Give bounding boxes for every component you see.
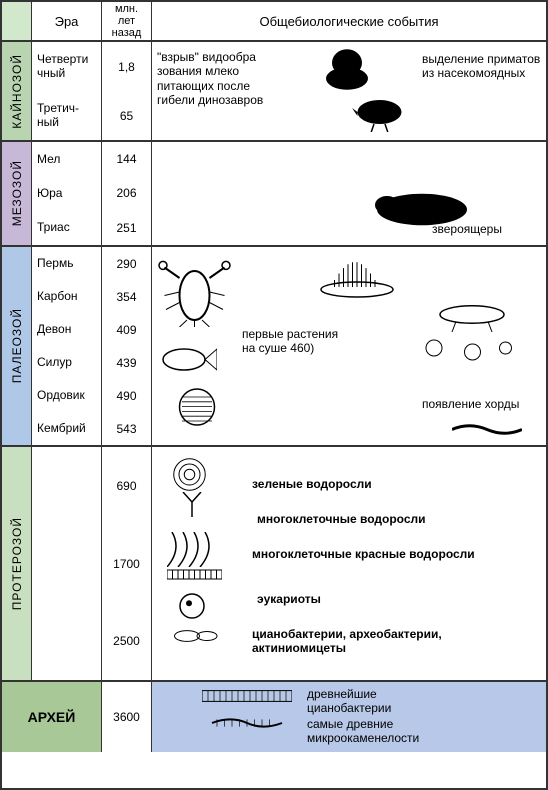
event-text: древнейшие цианобактерии xyxy=(307,687,457,716)
era-label-gap xyxy=(2,2,32,40)
period-cell: Кембрий xyxy=(32,412,101,445)
bacteria-icon xyxy=(172,627,222,648)
era-label-text: ПАЛЕОЗОЙ xyxy=(10,308,24,383)
bird-icon xyxy=(352,92,407,135)
mya-col: 144206251 xyxy=(102,142,152,245)
period-cell: Юра xyxy=(32,176,101,210)
period-cell: Девон xyxy=(32,313,101,346)
mya-header: млн. лет назад xyxy=(102,2,152,40)
event-text: зеленые водоросли xyxy=(252,477,502,491)
periods-col: Четверти чныйТретич- ный xyxy=(32,42,102,140)
segmented-icon xyxy=(167,567,222,585)
period-cell xyxy=(32,525,101,603)
period-cell: Карбон xyxy=(32,280,101,313)
event-text: самые древние микроокаменелости xyxy=(307,717,487,746)
archean-mya-col: 3600 xyxy=(102,682,152,752)
archean-label: АРХЕЙ xyxy=(2,682,102,752)
mya-cell: 206 xyxy=(102,176,151,210)
mya-cell: 1,8 xyxy=(102,42,151,91)
period-cell: Силур xyxy=(32,346,101,379)
primate-icon xyxy=(317,47,377,95)
branch-icon xyxy=(177,492,207,520)
era-row-кайнозой: КАЙНОЗОЙ Четверти чныйТретич- ный1,865"вз… xyxy=(2,42,546,142)
mya-cell: 543 xyxy=(102,412,151,445)
era-row-мезозой: МЕЗОЗОЙМелЮраТриас144206251звероящеры xyxy=(2,142,546,247)
mya-cell: 144 xyxy=(102,142,151,176)
period-cell xyxy=(32,602,101,680)
era-label-text: МЕЗОЗОЙ xyxy=(10,160,24,226)
cell-icon xyxy=(177,592,207,623)
era-header: Эра xyxy=(32,2,102,40)
event-text: "взрыв" видообра зования млеко питающих … xyxy=(157,50,287,108)
era-row-палеозой: ПАЛЕОЗОЙ ПермьКарбонДевонСилурОрдовикКемб… xyxy=(2,247,546,447)
mya-cell: 251 xyxy=(102,211,151,245)
mya-cell: 2500 xyxy=(102,602,151,680)
eras-container: КАЙНОЗОЙ Четверти чныйТретич- ный1,865"вз… xyxy=(2,42,546,682)
era-label-text: ПРОТЕРОЗОЙ xyxy=(10,517,24,610)
mya-header-l2: лет xyxy=(118,15,135,27)
mya-cell: 354 xyxy=(102,280,151,313)
era-label: ПРОТЕРОЗОЙ xyxy=(2,447,32,680)
periods-col: ПермьКарбонДевонСилурОрдовикКембрий xyxy=(32,247,102,445)
period-cell: Четверти чный xyxy=(32,42,101,91)
filaments-icon xyxy=(167,532,222,570)
events-header: Общебиологические события xyxy=(152,2,546,40)
dimetrodon-icon xyxy=(312,252,402,305)
mya-cell: 290 xyxy=(102,247,151,280)
amphibian-icon xyxy=(432,297,512,335)
mya-cell: 490 xyxy=(102,379,151,412)
events-cell: "взрыв" видообра зования млеко питающих … xyxy=(152,42,546,140)
period-cell: Третич- ный xyxy=(32,91,101,140)
archean-mya: 3600 xyxy=(102,682,151,752)
periods-col xyxy=(32,447,102,680)
event-text: цианобактерии, археобактерии, актиниомиц… xyxy=(252,627,512,656)
lobster-icon xyxy=(157,257,232,330)
mya-col: 290354409439490543 xyxy=(102,247,152,445)
mya-cell: 409 xyxy=(102,313,151,346)
mya-header-l3: назад xyxy=(112,27,142,39)
geological-timeline-chart: Эра млн. лет назад Общебиологические соб… xyxy=(0,0,548,790)
era-label: КАЙНОЗОЙ xyxy=(2,42,32,140)
spiral-icon xyxy=(172,457,207,495)
event-text: выделение приматов из насекомоядных xyxy=(422,52,542,81)
event-text: эукариоты xyxy=(257,592,507,606)
mya-cell: 65 xyxy=(102,91,151,140)
event-text: звероящеры xyxy=(432,222,532,236)
archean-row: АРХЕЙ 3600 древнейшие цианобактериисамые… xyxy=(2,682,546,752)
event-text: многоклеточные водоросли xyxy=(257,512,507,526)
cyano-icon xyxy=(202,687,292,708)
period-cell: Пермь xyxy=(32,247,101,280)
mya-cell: 690 xyxy=(102,447,151,525)
era-label: ПАЛЕОЗОЙ xyxy=(2,247,32,445)
period-cell: Триас xyxy=(32,211,101,245)
worm-icon xyxy=(452,422,522,440)
fish1-icon xyxy=(157,342,217,380)
event-text: многоклеточные красные водоросли xyxy=(252,547,502,561)
insects-icon xyxy=(412,332,522,375)
periods-col: МелЮраТриас xyxy=(32,142,102,245)
mya-col: 1,865 xyxy=(102,42,152,140)
mya-cell: 1700 xyxy=(102,525,151,603)
period-cell xyxy=(32,447,101,525)
events-cell: первые растения на суше 460) появление хо… xyxy=(152,247,546,445)
mya-header-l1: млн. xyxy=(115,3,138,15)
mya-cell: 439 xyxy=(102,346,151,379)
archean-events: древнейшие цианобактериисамые древние ми… xyxy=(152,682,546,752)
mya-col: 69017002500 xyxy=(102,447,152,680)
events-cell: зеленые водоросли многоклеточные водоросл… xyxy=(152,447,546,680)
event-text: появление хорды xyxy=(422,397,522,411)
events-cell: звероящеры xyxy=(152,142,546,245)
period-cell: Мел xyxy=(32,142,101,176)
era-row-протерозой: ПРОТЕРОЗОЙ 69017002500 зеленые водоросли мн… xyxy=(2,447,546,682)
trilobite-icon xyxy=(172,387,222,430)
header-row: Эра млн. лет назад Общебиологические соб… xyxy=(2,2,546,42)
era-label-text: КАЙНОЗОЙ xyxy=(10,54,24,129)
period-cell: Ордовик xyxy=(32,379,101,412)
microfossil-icon xyxy=(207,714,287,735)
event-text: первые растения на суше 460) xyxy=(242,327,342,356)
era-label: МЕЗОЗОЙ xyxy=(2,142,32,245)
